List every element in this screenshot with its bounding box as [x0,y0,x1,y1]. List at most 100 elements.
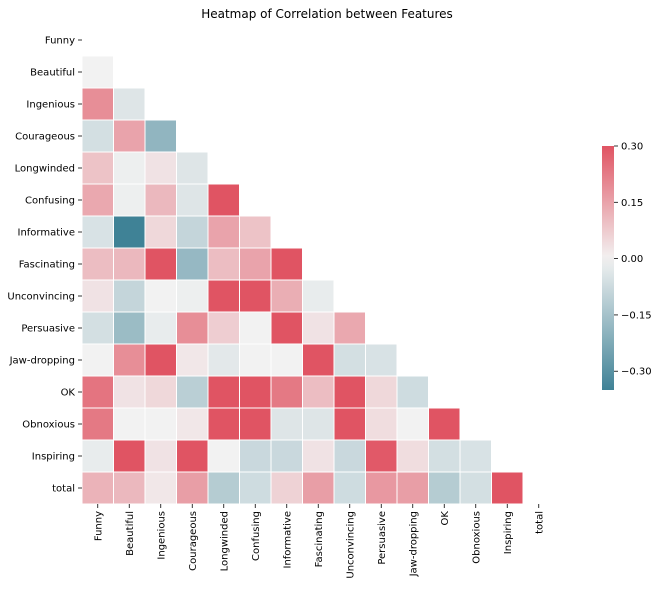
heatmap-cell-Jaw-dropping-Confusing [239,343,272,377]
y-tick-label: Fascinating [19,260,75,271]
heatmap-cell-total-Fascinating [302,471,335,505]
heatmap-cell-Inspiring-OK [428,439,461,473]
heatmap-cell-Jaw-dropping-Persuasive [365,343,398,377]
heatmap-cell-Obnoxious-Informative [270,407,303,441]
heatmap-cell-Unconvincing-Confusing [239,279,272,313]
heatmap-cell-Fascinating-Ingenious [144,247,177,281]
y-tick-label: Confusing [25,196,75,207]
x-tick-label: Longwinded [219,511,230,571]
heatmap-cell-Persuasive-Beautiful [113,311,146,345]
heatmap-cell-Inspiring-Jaw-dropping [396,439,429,473]
heatmap-cell-OK-Longwinded [207,375,240,409]
heatmap-cell-Fascinating-Informative [270,247,303,281]
heatmap-cell-Obnoxious-OK [428,407,461,441]
y-tick-label: Unconvincing [7,292,75,303]
heatmap-cell-Obnoxious-Courageous [176,407,209,441]
heatmap-cell-Beautiful-Funny [81,55,114,89]
heatmap-cell-OK-Persuasive [365,375,398,409]
heatmap-cell-Persuasive-Funny [81,311,114,345]
heatmap-cell-total-Informative [270,471,303,505]
heatmap-cell-Jaw-dropping-Informative [270,343,303,377]
y-tick-label: Funny [45,36,75,47]
heatmap-cell-Jaw-dropping-Beautiful [113,343,146,377]
x-tick-label: Informative [282,511,293,569]
x-tick-label: Jaw-dropping [408,511,419,577]
y-tick-label: Persuasive [21,324,75,335]
heatmap-cell-Inspiring-Longwinded [207,439,240,473]
x-tick-label: Obnoxious [471,511,482,564]
heatmap-cell-Inspiring-Unconvincing [333,439,366,473]
heatmap-cell-Courageous-Ingenious [144,119,177,153]
y-tick-label: Obnoxious [22,420,75,431]
heatmap-cell-Fascinating-Longwinded [207,247,240,281]
heatmap-cell-Informative-Funny [81,215,114,249]
x-tick-label: Fascinating [314,511,325,567]
heatmap-cell-Longwinded-Courageous [176,151,209,185]
heatmap-cell-OK-Unconvincing [333,375,366,409]
heatmap-cell-Confusing-Longwinded [207,183,240,217]
heatmap-cell-total-Obnoxious [459,471,492,505]
y-tick-label: Jaw-dropping [9,356,75,367]
x-tick-label: Ingenious [156,511,167,560]
colorbar-tick-label: 0.00 [621,254,643,265]
y-tick-labels: Funny Beautiful Ingenious Courageous Longwin… [7,36,82,495]
heatmap-cell-Inspiring-Courageous [176,439,209,473]
x-tick-label: Unconvincing [345,511,356,579]
x-tick-label: total [534,511,545,534]
x-tick-label: OK [440,511,451,526]
heatmap-cell-Fascinating-Funny [81,247,114,281]
heatmap-cell-total-OK [428,471,461,505]
heatmap-cell-OK-Beautiful [113,375,146,409]
heatmap-cell-Unconvincing-Ingenious [144,279,177,313]
heatmap-cell-OK-Jaw-dropping [396,375,429,409]
heatmap-cell-Unconvincing-Courageous [176,279,209,313]
heatmap-cell-Longwinded-Beautiful [113,151,146,185]
heatmap-cell-total-Longwinded [207,471,240,505]
colorbar-tick-label: −0.30 [621,367,652,378]
heatmap-cell-OK-Fascinating [302,375,335,409]
y-tick-label: Beautiful [30,68,75,79]
heatmap-cell-Jaw-dropping-Courageous [176,343,209,377]
heatmap-cell-total-Courageous [176,471,209,505]
heatmap-cell-Longwinded-Funny [81,151,114,185]
heatmap-cell-total-Jaw-dropping [396,471,429,505]
heatmap-cell-total-Beautiful [113,471,146,505]
heatmap-cell-OK-Informative [270,375,303,409]
heatmap-cell-total-Funny [81,471,114,505]
heatmap-cell-Obnoxious-Longwinded [207,407,240,441]
heatmap-cell-Fascinating-Courageous [176,247,209,281]
heatmap-cell-Inspiring-Beautiful [113,439,146,473]
y-tick-label: Informative [18,228,76,239]
heatmap-cell-Obnoxious-Confusing [239,407,272,441]
heatmap-cell-OK-Funny [81,375,114,409]
heatmap-cell-Obnoxious-Fascinating [302,407,335,441]
heatmap-cell-Persuasive-Informative [270,311,303,345]
heatmap-cell-Inspiring-Ingenious [144,439,177,473]
heatmap-cell-Ingenious-Beautiful [113,87,146,121]
x-tick-label: Persuasive [377,511,388,565]
heatmap-cells [81,55,524,505]
heatmap-cell-Inspiring-Fascinating [302,439,335,473]
y-tick-label: Courageous [15,132,75,143]
x-tick-label: Funny [93,511,104,541]
y-tick-label: Longwinded [15,164,75,175]
heatmap-cell-Fascinating-Beautiful [113,247,146,281]
heatmap-cell-OK-Confusing [239,375,272,409]
heatmap-cell-OK-Courageous [176,375,209,409]
heatmap-cell-Courageous-Funny [81,119,114,153]
heatmap-cell-Unconvincing-Beautiful [113,279,146,313]
heatmap-cell-Inspiring-Funny [81,439,114,473]
y-tick-label: total [52,484,75,495]
heatmap-cell-Longwinded-Ingenious [144,151,177,185]
heatmap-cell-total-Unconvincing [333,471,366,505]
heatmap-cell-Jaw-dropping-Longwinded [207,343,240,377]
colorbar-gradient [602,146,614,390]
heatmap-cell-Informative-Longwinded [207,215,240,249]
heatmap-cell-Unconvincing-Funny [81,279,114,313]
heatmap-cell-Obnoxious-Persuasive [365,407,398,441]
heatmap-cell-Informative-Beautiful [113,215,146,249]
heatmap-cell-Persuasive-Longwinded [207,311,240,345]
heatmap-cell-total-Ingenious [144,471,177,505]
heatmap-cell-Ingenious-Funny [81,87,114,121]
heatmap-cell-Jaw-dropping-Funny [81,343,114,377]
